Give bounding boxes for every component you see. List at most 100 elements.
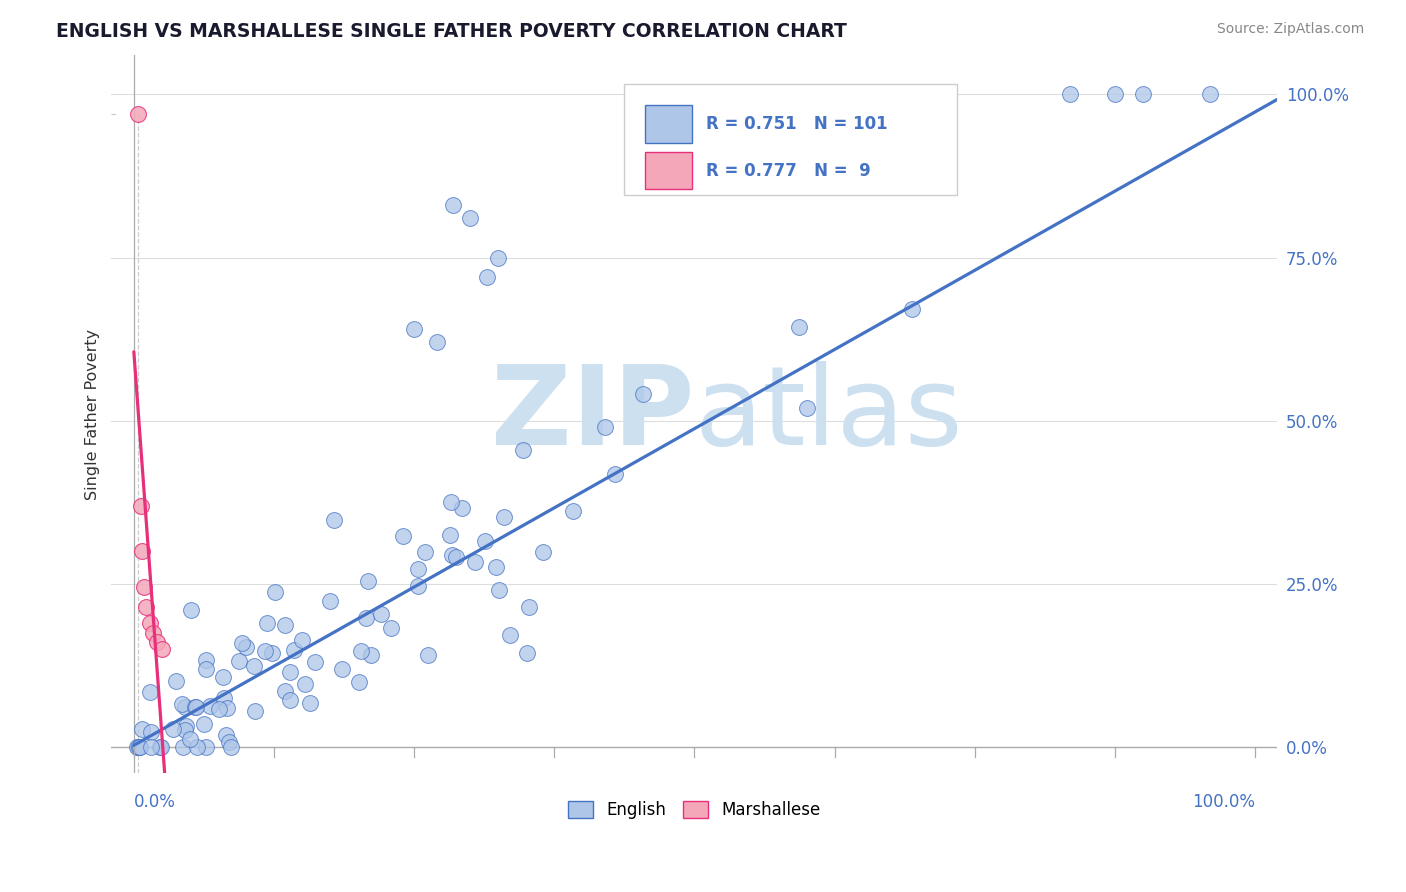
Point [440,495,463,509]
Point [900,301,922,316]
Point [253,644,276,658]
Point [179,732,201,747]
Point [441,198,464,212]
Point [221,740,243,755]
Point [235,640,257,655]
Point [439,528,461,542]
Point [193,717,215,731]
Point [494,510,516,524]
Point [291,633,314,648]
Point [884,87,907,102]
Point [141,740,163,755]
Point [212,670,235,684]
Text: ENGLISH VS MARSHALLESE SINGLE FATHER POVERTY CORRELATION CHART: ENGLISH VS MARSHALLESE SINGLE FATHER POV… [56,22,846,41]
Point [404,322,426,336]
Point [360,648,382,663]
Point [195,653,218,667]
Point [198,699,221,714]
Point [631,386,654,401]
Point [165,673,187,688]
Point [512,443,534,458]
Point [142,626,165,640]
Point [208,701,231,715]
Point [215,701,238,715]
Point [796,401,818,415]
Point [319,594,342,608]
Point [128,740,150,755]
Point [406,579,429,593]
Point [406,562,429,576]
Point [595,420,617,434]
Point [304,656,326,670]
Point [332,662,354,676]
Point [162,722,184,736]
Point [531,545,554,559]
Point [444,550,467,565]
Point [212,691,235,706]
Point [138,616,160,631]
Point [354,611,377,625]
Point [357,574,380,588]
Point [426,335,449,350]
Point [150,642,173,657]
Point [263,584,285,599]
Point [298,696,321,710]
Point [131,544,153,558]
Point [475,270,498,285]
Text: R = 0.751   N = 101: R = 0.751 N = 101 [706,115,887,133]
Point [129,740,152,755]
Point [195,662,218,676]
Text: ZIP: ZIP [491,360,695,467]
Point [450,501,472,516]
Point [273,618,295,632]
Point [138,684,160,698]
Point [135,599,157,614]
Point [127,740,149,755]
Point [787,319,810,334]
Point [149,740,172,755]
Text: 0.0%: 0.0% [134,793,176,811]
Point [186,700,208,714]
Point [215,728,238,742]
Point [1199,87,1222,102]
Point [392,529,415,543]
Y-axis label: Single Father Poverty: Single Father Poverty [86,329,100,500]
Point [562,504,585,518]
Point [243,704,266,718]
Point [127,107,149,121]
Legend: English, Marshallese: English, Marshallese [561,795,827,826]
Text: Source: ZipAtlas.com: Source: ZipAtlas.com [1216,22,1364,37]
Point [605,467,627,481]
Point [256,615,278,630]
FancyBboxPatch shape [645,153,692,189]
Point [231,636,253,650]
Point [486,251,509,265]
Point [149,740,172,755]
Point [262,647,284,661]
Point [1104,87,1126,102]
FancyBboxPatch shape [645,105,692,143]
Text: atlas: atlas [695,360,963,467]
Point [128,740,150,755]
Point [280,665,302,679]
Point [458,211,481,226]
Point [186,740,208,755]
Point [194,740,217,755]
Point [278,693,301,707]
Point [418,648,440,662]
Point [441,548,464,562]
Text: 100.0%: 100.0% [1192,793,1256,811]
Point [274,683,297,698]
Point [180,602,202,616]
Point [294,677,316,691]
Point [174,699,197,714]
Point [517,600,540,615]
FancyBboxPatch shape [624,84,957,195]
Point [129,499,152,513]
Point [350,644,373,658]
Point [172,698,194,712]
Point [370,607,392,621]
Point [380,621,402,635]
Point [146,634,169,648]
Point [218,734,240,748]
